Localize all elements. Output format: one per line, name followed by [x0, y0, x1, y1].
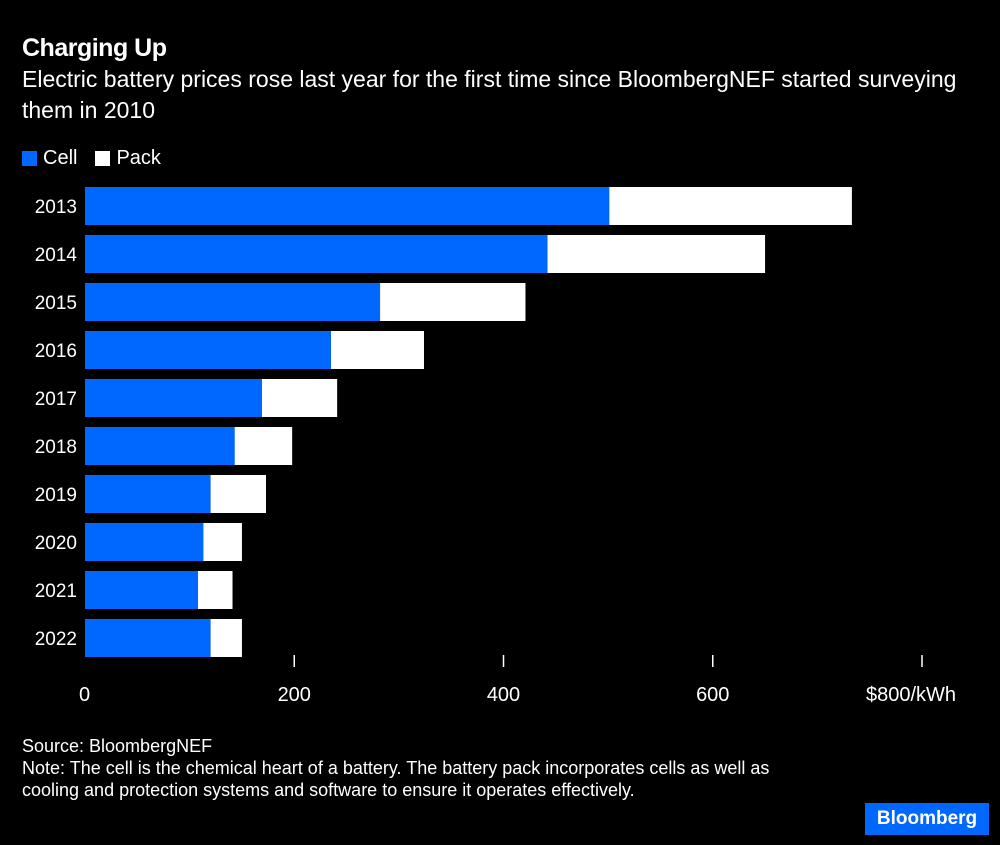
legend-swatch-cell	[22, 151, 37, 166]
category-label-2015: 2015	[35, 293, 77, 314]
x-tick-label-800: $800/kWh	[866, 684, 956, 706]
x-tick-label-0: 0	[79, 684, 90, 706]
bar-pack-2016	[330, 331, 424, 369]
category-label-2016: 2016	[35, 341, 77, 362]
bar-pack-2018	[234, 427, 293, 465]
note-text: Note: The cell is the chemical heart of …	[22, 758, 770, 800]
bar-pack-2013	[609, 187, 852, 225]
category-label-2019: 2019	[35, 485, 77, 506]
bar-cell-2016	[85, 331, 331, 369]
bar-cell-2018	[85, 427, 235, 465]
bar-cell-2022	[85, 619, 211, 657]
bar-pack-2014	[547, 235, 766, 273]
bar-cell-2021	[85, 571, 198, 609]
legend-label-pack: Pack	[116, 147, 161, 169]
bar-cell-2019	[85, 475, 211, 513]
bar-cell-2020	[85, 523, 204, 561]
category-label-2018: 2018	[35, 437, 77, 458]
bar-cell-2014	[85, 235, 548, 273]
bar-cell-2015	[85, 283, 381, 321]
bar-pack-2017	[261, 379, 338, 417]
category-label-2021: 2021	[35, 581, 77, 602]
category-label-2020: 2020	[35, 533, 77, 554]
source-text: Source: BloombergNEF	[22, 736, 213, 756]
chart-subtitle: Electric battery prices rose last year f…	[22, 66, 957, 123]
category-label-2017: 2017	[35, 389, 77, 410]
bloomberg-logo: Bloomberg	[865, 803, 989, 835]
x-tick-label-600: 600	[696, 684, 729, 706]
x-tick-label-200: 200	[278, 684, 311, 706]
chart-title: Charging Up	[22, 34, 167, 62]
category-label-2014: 2014	[35, 245, 78, 266]
bar-cell-2017	[85, 379, 262, 417]
bar-pack-2015	[380, 283, 526, 321]
bar-pack-2022	[210, 619, 242, 657]
bar-pack-2021	[197, 571, 233, 609]
legend-label-cell: Cell	[43, 147, 78, 169]
source-note: Source: BloombergNEF Note: The cell is t…	[22, 735, 782, 801]
category-label-2022: 2022	[35, 629, 77, 650]
category-label-2013: 2013	[35, 197, 77, 218]
legend-swatch-pack	[95, 151, 111, 166]
legend: Cell Pack	[22, 147, 161, 170]
x-tick-label-400: 400	[487, 684, 520, 706]
bar-pack-2019	[210, 475, 267, 513]
bar-pack-2020	[203, 523, 242, 561]
bar-cell-2013	[85, 187, 610, 225]
